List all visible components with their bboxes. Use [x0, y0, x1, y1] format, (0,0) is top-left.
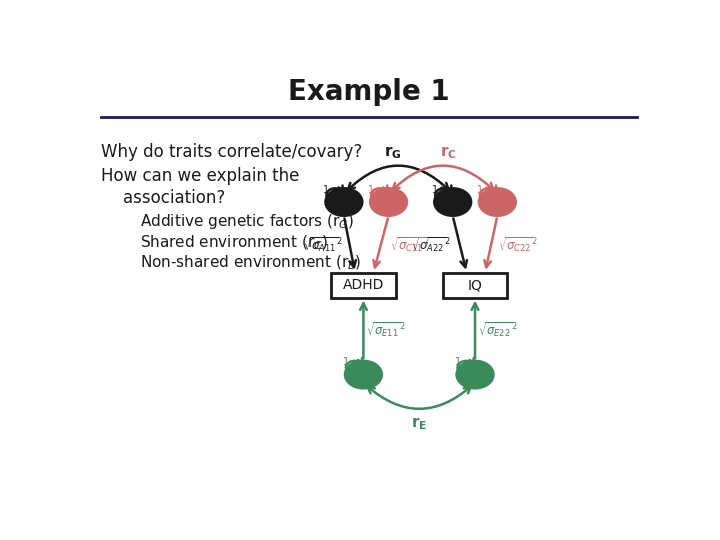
- Text: $E_1$: $E_1$: [356, 367, 371, 382]
- Circle shape: [479, 188, 516, 216]
- Text: $A_2$: $A_2$: [445, 194, 461, 210]
- Text: 1: 1: [323, 185, 330, 194]
- FancyBboxPatch shape: [331, 273, 395, 298]
- Text: Example 1: Example 1: [288, 78, 450, 106]
- Circle shape: [434, 188, 471, 216]
- Circle shape: [345, 361, 382, 388]
- Text: $\sqrt{\sigma_{E22}}^2$: $\sqrt{\sigma_{E22}}^2$: [478, 320, 518, 339]
- Text: 1: 1: [343, 357, 349, 367]
- Text: $\mathbf{r_C}$: $\mathbf{r_C}$: [440, 145, 457, 161]
- Text: $\sqrt{\sigma_{E11}}^2$: $\sqrt{\sigma_{E11}}^2$: [366, 320, 406, 339]
- Text: $\sqrt{\sigma_{C11}}^2$: $\sqrt{\sigma_{C11}}^2$: [390, 235, 430, 254]
- Text: Additive genetic factors (r$_G$): Additive genetic factors (r$_G$): [140, 212, 354, 231]
- Text: 1: 1: [432, 185, 438, 194]
- Text: $\mathbf{r_E}$: $\mathbf{r_E}$: [411, 415, 427, 432]
- Text: Shared environment (r$_C$): Shared environment (r$_C$): [140, 233, 328, 252]
- Text: ADHD: ADHD: [343, 278, 384, 292]
- Text: $E_2$: $E_2$: [468, 367, 482, 382]
- Text: 1: 1: [454, 357, 461, 367]
- Text: $\mathbf{r_G}$: $\mathbf{r_G}$: [384, 145, 402, 161]
- Text: $C_2$: $C_2$: [490, 194, 505, 210]
- Text: $\sqrt{\sigma_{A22}}^2$: $\sqrt{\sigma_{A22}}^2$: [411, 235, 451, 254]
- Text: $C_1$: $C_1$: [381, 194, 396, 210]
- Text: How can we explain the: How can we explain the: [101, 167, 300, 185]
- Circle shape: [370, 188, 407, 216]
- Text: 1: 1: [368, 185, 374, 194]
- Circle shape: [456, 361, 493, 388]
- Text: $\sqrt{\sigma_{A11}}^2$: $\sqrt{\sigma_{A11}}^2$: [302, 235, 343, 254]
- Text: 1: 1: [477, 185, 483, 194]
- Text: IQ: IQ: [467, 278, 482, 292]
- Text: $A_1$: $A_1$: [336, 194, 352, 210]
- Text: $\sqrt{\sigma_{C22}}^2$: $\sqrt{\sigma_{C22}}^2$: [498, 235, 539, 254]
- Text: Why do traits correlate/covary?: Why do traits correlate/covary?: [101, 143, 362, 161]
- FancyBboxPatch shape: [443, 273, 507, 298]
- Text: Non-shared environment (r$_E$): Non-shared environment (r$_E$): [140, 254, 361, 272]
- Text: association?: association?: [124, 189, 226, 207]
- Circle shape: [325, 188, 362, 216]
